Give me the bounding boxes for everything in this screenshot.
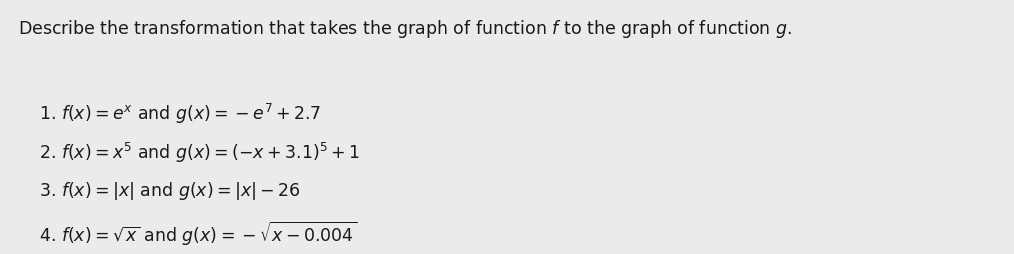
Text: 1. $f(x) = e^x$ and $g(x) = -e^7 + 2.7$: 1. $f(x) = e^x$ and $g(x) = -e^7 + 2.7$: [39, 102, 320, 126]
Text: 2. $f(x) = x^5$ and $g(x) = (-x + 3.1)^5 + 1$: 2. $f(x) = x^5$ and $g(x) = (-x + 3.1)^5…: [39, 141, 360, 165]
Text: 3. $f(x) = |x|$ and $g(x) = |x| - 26$: 3. $f(x) = |x|$ and $g(x) = |x| - 26$: [39, 180, 300, 202]
Text: Describe the transformation that takes the graph of function $f$ to the graph of: Describe the transformation that takes t…: [18, 18, 792, 40]
Text: 4. $f(x) = \sqrt{x}$ and $g(x) = -\sqrt{x - 0.004}$: 4. $f(x) = \sqrt{x}$ and $g(x) = -\sqrt{…: [39, 220, 357, 248]
